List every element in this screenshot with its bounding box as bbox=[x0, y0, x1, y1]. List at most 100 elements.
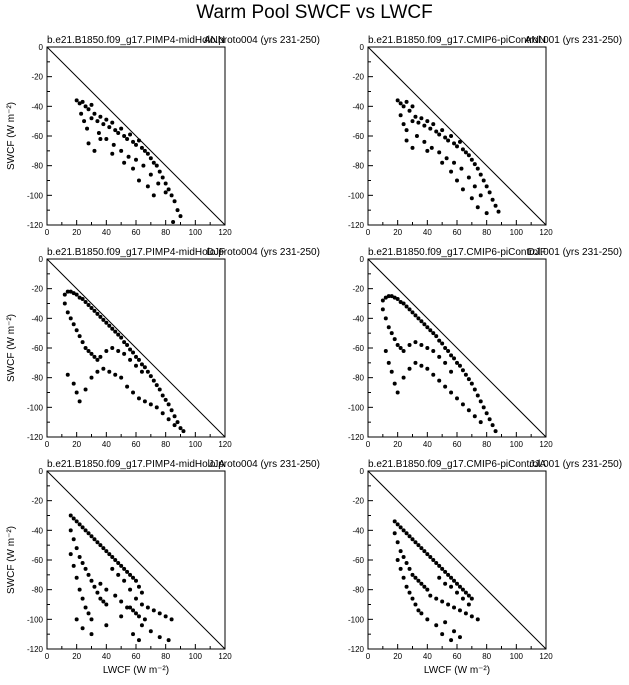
data-point bbox=[413, 114, 418, 119]
data-point bbox=[101, 317, 106, 322]
data-point bbox=[449, 169, 454, 174]
data-point bbox=[440, 160, 445, 165]
data-point bbox=[80, 99, 85, 104]
reference-line bbox=[46, 470, 226, 650]
scatter-points bbox=[380, 294, 498, 434]
x-tick-label: 80 bbox=[161, 440, 170, 449]
data-point bbox=[484, 211, 489, 216]
data-point bbox=[68, 513, 73, 518]
data-point bbox=[119, 335, 124, 340]
x-tick-label: 60 bbox=[132, 228, 141, 237]
data-point bbox=[111, 142, 116, 147]
data-point bbox=[172, 414, 177, 419]
y-tick-label: -60 bbox=[31, 344, 43, 353]
data-point bbox=[392, 531, 397, 536]
data-point bbox=[128, 357, 133, 362]
y-tick-label: -100 bbox=[348, 403, 365, 412]
panel-5: 0 20 40 60 80 100 120 0 -20 -40 -60 -80 -100 -120 b.e2… bbox=[6, 459, 320, 676]
data-point bbox=[416, 316, 421, 321]
data-point bbox=[398, 300, 403, 305]
data-point bbox=[160, 411, 165, 416]
data-point bbox=[128, 605, 133, 610]
data-point bbox=[416, 578, 421, 583]
x-tick-label: 60 bbox=[132, 652, 141, 661]
data-point bbox=[380, 298, 385, 303]
data-point bbox=[404, 531, 409, 536]
data-point bbox=[65, 372, 70, 377]
data-point bbox=[89, 375, 94, 380]
data-point bbox=[148, 629, 153, 634]
data-point bbox=[449, 353, 454, 358]
data-point bbox=[116, 131, 121, 136]
x-tick-label: 20 bbox=[393, 228, 402, 237]
data-point bbox=[490, 197, 495, 202]
data-point bbox=[401, 122, 406, 127]
x-tick-label: 20 bbox=[72, 652, 81, 661]
data-point bbox=[85, 126, 90, 131]
data-point bbox=[395, 540, 400, 545]
data-point bbox=[395, 558, 400, 562]
y-tick-label: -120 bbox=[348, 221, 365, 230]
data-point bbox=[460, 587, 465, 592]
data-point bbox=[96, 131, 101, 136]
data-point bbox=[416, 120, 421, 125]
x-tick-label: 120 bbox=[539, 228, 553, 237]
data-point bbox=[77, 587, 82, 592]
x-tick-label: 20 bbox=[393, 652, 402, 661]
data-point bbox=[469, 381, 474, 386]
data-point bbox=[407, 343, 412, 348]
figure-title: Warm Pool SWCF vs LWCF bbox=[196, 2, 433, 23]
data-point bbox=[136, 584, 141, 589]
reference-line bbox=[46, 258, 226, 438]
data-point bbox=[419, 319, 424, 324]
data-point bbox=[104, 549, 109, 554]
data-point bbox=[139, 362, 144, 367]
data-point bbox=[398, 566, 403, 571]
data-point bbox=[83, 528, 88, 533]
season-label: DJF bbox=[528, 247, 546, 258]
data-point bbox=[154, 405, 159, 410]
panel-6: 0 20 40 60 80 100 120 0 -20 -40 -60 -80 -100 -120 b.e2… bbox=[348, 459, 622, 676]
data-point bbox=[413, 575, 418, 580]
y-axis-label: SWCF (W m⁻²) bbox=[6, 526, 17, 594]
data-point bbox=[440, 632, 445, 637]
data-point bbox=[457, 363, 462, 368]
data-point bbox=[119, 375, 124, 380]
data-point bbox=[62, 292, 67, 297]
data-point bbox=[404, 99, 409, 104]
data-point bbox=[122, 566, 127, 571]
data-point bbox=[151, 160, 156, 165]
data-point bbox=[449, 134, 454, 138]
data-point bbox=[437, 354, 442, 359]
data-point bbox=[425, 119, 430, 124]
x-tick-label: 60 bbox=[453, 652, 462, 661]
data-point bbox=[145, 369, 150, 374]
data-point bbox=[77, 101, 82, 106]
panel-title: b.e21.B1850.f09_g17.PIMP4-midHolo.proto0… bbox=[47, 247, 320, 258]
data-point bbox=[119, 563, 124, 568]
panel-title: b.e21.B1850.f09_g17.CMIP6-piControl.001 … bbox=[368, 35, 622, 46]
x-tick-label: 0 bbox=[366, 228, 371, 237]
y-tick-label: -80 bbox=[352, 586, 364, 595]
data-point bbox=[151, 608, 156, 613]
data-point bbox=[425, 346, 430, 350]
panel-4: 0 20 40 60 80 100 120 0 -20 -40 -60 -80 -100 -120 b.e2… bbox=[348, 247, 622, 449]
y-tick-label: 0 bbox=[39, 255, 44, 264]
data-point bbox=[419, 363, 424, 368]
data-point bbox=[389, 331, 394, 336]
data-point bbox=[74, 98, 79, 103]
panel-3: 0 20 40 60 80 100 120 0 -20 -40 -60 -80 -100 -120 b.e2… bbox=[6, 247, 320, 449]
data-point bbox=[101, 366, 106, 371]
data-point bbox=[116, 348, 121, 353]
y-tick-label: 0 bbox=[360, 255, 365, 264]
x-tick-label: 100 bbox=[189, 440, 203, 449]
data-point bbox=[487, 417, 492, 422]
x-tick-label: 80 bbox=[161, 228, 170, 237]
data-point bbox=[463, 150, 468, 155]
data-point bbox=[413, 602, 418, 607]
data-point bbox=[104, 587, 109, 592]
x-tick-label: 120 bbox=[539, 440, 553, 449]
panel-title: b.e21.B1850.f09_g17.CMIP6-piControl.001 … bbox=[368, 459, 622, 470]
data-point bbox=[410, 572, 415, 577]
data-point bbox=[125, 605, 130, 610]
